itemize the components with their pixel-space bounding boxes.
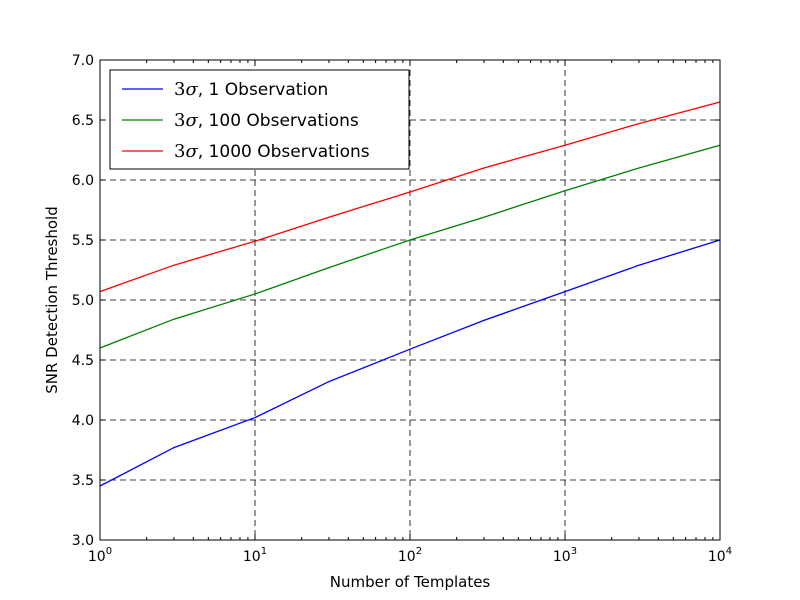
data-point	[638, 123, 640, 125]
legend-label: 3σ, 1 Observation	[174, 79, 328, 100]
data-point	[564, 190, 566, 192]
legend-label: 3σ, 100 Observations	[174, 110, 359, 131]
data-point	[564, 144, 566, 146]
x-tick-label: 102	[398, 546, 422, 565]
data-point	[254, 417, 256, 419]
legend-suffix: , 100 Observations	[198, 111, 359, 131]
data-point	[328, 381, 330, 383]
legend-label: 3σ, 1000 Observations	[174, 141, 370, 162]
data-point	[483, 216, 485, 218]
data-point	[173, 264, 175, 266]
y-tick-label: 5.5	[72, 233, 94, 249]
x-tick-label: 103	[553, 546, 577, 565]
legend-prefix: 3	[174, 141, 185, 162]
x-tick-exponent: 3	[571, 546, 577, 557]
data-point	[254, 293, 256, 295]
ticks	[99, 59, 721, 541]
x-tick-base: 10	[243, 549, 261, 565]
series-layer	[99, 101, 721, 487]
data-point	[638, 167, 640, 169]
y-tick-label: 3.5	[72, 473, 94, 489]
x-tick-base: 10	[708, 549, 726, 565]
data-point	[328, 216, 330, 218]
data-point	[483, 167, 485, 169]
x-tick-base: 10	[398, 549, 416, 565]
legend-sigma: σ	[185, 79, 198, 100]
x-tick-label: 100	[88, 546, 112, 565]
data-point	[638, 264, 640, 266]
y-tick-label: 4.5	[72, 353, 94, 369]
y-tick-label: 6.0	[72, 173, 94, 189]
x-tick-label: 104	[708, 546, 732, 565]
x-axis-label: Number of Templates	[330, 573, 491, 591]
legend-prefix: 3	[174, 110, 185, 131]
y-tick-label: 4.0	[72, 413, 94, 429]
data-point	[409, 239, 411, 241]
legend-sigma: σ	[185, 110, 198, 131]
y-tick-label: 6.5	[72, 113, 94, 129]
data-point	[173, 447, 175, 449]
legend-prefix: 3	[174, 79, 185, 100]
x-tick-exponent: 1	[261, 546, 267, 557]
legend-sigma: σ	[185, 141, 198, 162]
data-point	[173, 318, 175, 320]
x-tick-exponent: 2	[416, 546, 422, 557]
data-point	[409, 348, 411, 350]
x-tick-base: 10	[553, 549, 571, 565]
y-tick-label: 3.0	[72, 533, 94, 549]
x-tick-exponent: 0	[106, 546, 112, 557]
data-point	[483, 319, 485, 321]
legend-suffix: , 1000 Observations	[198, 142, 370, 162]
x-tick-exponent: 4	[726, 546, 732, 557]
y-axis-label: SNR Detection Threshold	[43, 206, 61, 394]
data-point	[328, 267, 330, 269]
legend-suffix: , 1 Observation	[198, 80, 329, 100]
x-tick-label: 101	[243, 546, 267, 565]
data-point	[409, 191, 411, 193]
data-point	[564, 291, 566, 293]
y-tick-label: 7.0	[72, 53, 94, 69]
x-tick-base: 10	[88, 549, 106, 565]
data-point	[254, 240, 256, 242]
y-tick-label: 5.0	[72, 293, 94, 309]
